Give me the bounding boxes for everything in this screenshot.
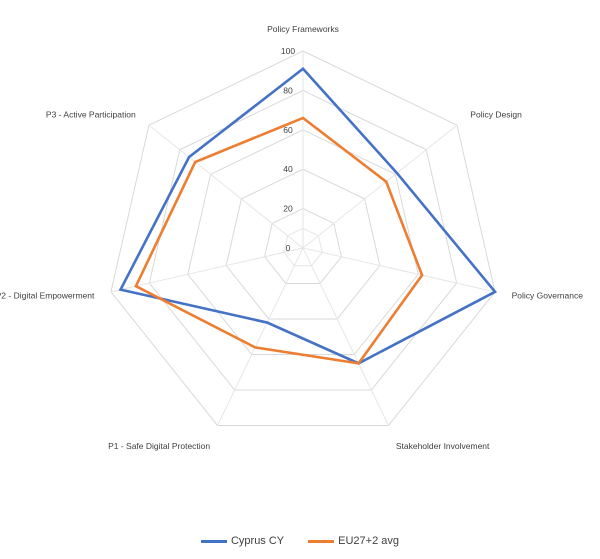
category-label-6: P3 - Active Participation (46, 110, 136, 120)
category-label-0: Policy Frameworks (267, 24, 339, 34)
tick-label-20: 20 (283, 204, 293, 214)
spoke-4 (217, 247, 304, 426)
axes (110, 51, 496, 426)
category-label-2: Policy Governance (512, 291, 584, 301)
gridline-40 (225, 168, 381, 320)
gridline-100 (110, 50, 496, 426)
spoke-6 (148, 124, 304, 249)
category-labels: Policy Frameworks Policy Design Policy Gov… (0, 24, 583, 451)
series-line-0 (118, 66, 498, 365)
legend-swatch-cyprus (200, 539, 227, 543)
category-label-4: P1 - Safe Digital Protection (108, 441, 210, 451)
tick-label-100: 100 (281, 46, 295, 56)
gridline-80 (148, 89, 458, 391)
series-group (118, 66, 498, 365)
gridline-inner (283, 227, 323, 267)
category-label-1: Policy Design (470, 110, 522, 120)
gridline-20 (264, 208, 342, 284)
tick-label-60: 60 (283, 125, 293, 135)
tick-labels: 0 20 40 60 80 100 (281, 46, 295, 253)
category-label-5: P2 - Digital Empowerment (0, 291, 95, 301)
series-line-1 (134, 116, 424, 365)
spoke-3 (302, 247, 389, 426)
spoke-2 (302, 247, 496, 293)
tick-label-0: 0 (286, 243, 291, 253)
category-label-3: Stakeholder Involvement (396, 441, 490, 451)
legend-item-cyprus: Cyprus CY (200, 535, 285, 547)
legend-item-eu-avg: EU27+2 avg (308, 535, 399, 547)
legend: Cyprus CY EU27+2 avg (0, 531, 600, 551)
tick-label-40: 40 (283, 164, 293, 174)
spoke-5 (110, 247, 304, 293)
legend-label-eu-avg: EU27+2 avg (338, 535, 400, 547)
spoke-1 (302, 124, 458, 249)
tick-label-80: 80 (283, 85, 293, 95)
legend-label-cyprus: Cyprus CY (230, 535, 285, 547)
legend-swatch-eu-avg (308, 539, 335, 543)
